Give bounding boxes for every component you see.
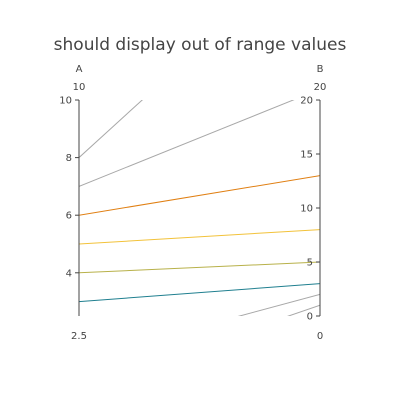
axis-b-tick-label: 0 bbox=[307, 312, 313, 323]
data-line-4 bbox=[79, 229, 320, 245]
axis-a-tick-label: 6 bbox=[66, 211, 72, 222]
axis-b-tick-label: 10 bbox=[300, 204, 313, 215]
axis-b-range-min: 0 bbox=[317, 331, 323, 342]
data-line-6 bbox=[79, 283, 320, 303]
data-line-7 bbox=[237, 293, 320, 316]
axis-a-tick-label: 8 bbox=[66, 153, 72, 164]
axis-a-tick-label: 10 bbox=[59, 96, 72, 107]
axis-b-title: B bbox=[317, 64, 324, 75]
chart-title: should display out of range values bbox=[54, 35, 347, 55]
axis-b-tick-label: 20 bbox=[300, 96, 313, 107]
data-line-1 bbox=[79, 100, 143, 158]
axis-a-tick-label: 4 bbox=[66, 268, 72, 279]
data-line-2 bbox=[79, 100, 295, 187]
axis-a-range-min: 2.5 bbox=[71, 331, 87, 342]
axis-b-range-max: 20 bbox=[314, 82, 327, 93]
axis-b-tick-label: 15 bbox=[300, 150, 313, 161]
polyline-layer bbox=[79, 100, 320, 316]
axis-b-tick-label: 5 bbox=[307, 258, 313, 269]
axis-a-range-max: 10 bbox=[73, 82, 86, 93]
axis-a-title: A bbox=[76, 64, 83, 75]
axis-a[interactable]: A 10 2.5 4 6 8 10 bbox=[59, 64, 87, 342]
data-line-5 bbox=[79, 261, 320, 274]
data-line-3 bbox=[79, 175, 320, 216]
axis-b[interactable]: B 20 0 0 5 10 15 20 bbox=[300, 64, 326, 342]
